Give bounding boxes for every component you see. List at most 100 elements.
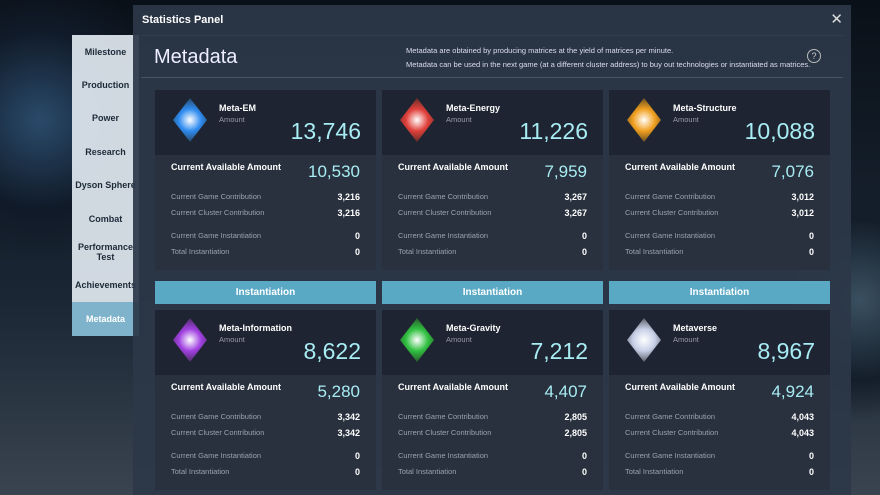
card-name: Metaverse	[673, 323, 718, 333]
instantiation-button[interactable]: Instantiation	[382, 281, 603, 304]
card-header: Metaverse Amount 8,967	[609, 310, 830, 375]
matrix-crystal-icon	[173, 98, 207, 142]
card-name: Meta-Information	[219, 323, 292, 333]
amount-value: 11,226	[519, 118, 588, 144]
label: Current Game Contribution	[625, 412, 716, 421]
available-row: Current Available Amount 7,959	[398, 162, 587, 182]
label: Current Game Instantiation	[398, 451, 489, 460]
value: 3,267	[564, 192, 587, 202]
metadata-card: Meta-Gravity Amount 7,212 Current Availa…	[382, 310, 603, 490]
metadata-header: Metadata Metadata are obtained by produc…	[141, 35, 843, 78]
label: Current Game Contribution	[171, 192, 262, 201]
sidebar-item-power[interactable]: Power	[91, 113, 119, 124]
label: Current Cluster Contribution	[398, 208, 492, 217]
label: Current Cluster Contribution	[625, 428, 719, 437]
sidebar-item-research[interactable]: Research	[85, 146, 126, 157]
amount-label: Amount	[219, 335, 245, 344]
label: Current Game Instantiation	[171, 231, 262, 240]
matrix-crystal-icon	[627, 318, 661, 362]
sidebar-item-combat[interactable]: Combat	[88, 213, 123, 224]
cluster-contribution-row: Current Cluster Contribution 2,805	[398, 428, 587, 438]
value: 3,342	[337, 428, 360, 438]
value: 7,959	[544, 162, 587, 181]
cluster-contribution-row: Current Cluster Contribution 3,267	[398, 208, 587, 218]
label: Current Cluster Contribution	[398, 428, 492, 437]
value: 5,280	[317, 382, 360, 401]
total-instantiation-row: Total Instantiation 0	[171, 467, 360, 477]
value: 4,043	[791, 412, 814, 422]
game-contribution-row: Current Game Contribution 3,342	[171, 412, 360, 422]
description: Metadata are obtained by producing matri…	[406, 44, 810, 72]
sidebar-item-metadata[interactable]: Metadata	[72, 302, 139, 336]
value: 4,924	[771, 382, 814, 401]
card-name: Meta-Gravity	[446, 323, 501, 333]
value: 4,407	[544, 382, 587, 401]
amount-value: 10,088	[744, 118, 815, 144]
available-row: Current Available Amount 4,924	[625, 382, 814, 402]
value: 4,043	[791, 428, 814, 438]
close-icon[interactable]: ✕	[830, 11, 843, 28]
metadata-card: Meta-EM Amount 13,746 Current Available …	[155, 90, 376, 270]
total-instantiation-row: Total Instantiation 0	[625, 467, 814, 477]
game-instantiation-row: Current Game Instantiation 0	[398, 231, 587, 241]
card-header: Meta-Information Amount 8,622	[155, 310, 376, 375]
metadata-card: Meta-Energy Amount 11,226 Current Availa…	[382, 90, 603, 270]
label: Current Game Contribution	[398, 412, 489, 421]
sidebar-item-achievements[interactable]: Achievements	[74, 280, 137, 291]
card-header: Meta-Energy Amount 11,226	[382, 90, 603, 155]
metadata-card: Meta-Structure Amount 10,088 Current Ava…	[609, 90, 830, 270]
amount-value: 8,967	[757, 338, 815, 364]
label: Current Game Instantiation	[171, 451, 262, 460]
description-line: Metadata can be used in the next game (a…	[406, 60, 811, 69]
label: Current Game Contribution	[171, 412, 262, 421]
sidebar-item-production[interactable]: Production	[81, 80, 130, 91]
value: 3,342	[337, 412, 360, 422]
value: 2,805	[564, 412, 587, 422]
label: Current Game Instantiation	[398, 231, 489, 240]
label: Total Instantiation	[398, 247, 457, 256]
description-line: Metadata are obtained by producing matri…	[406, 46, 674, 55]
game-contribution-row: Current Game Contribution 4,043	[625, 412, 814, 422]
page-title: Metadata	[154, 46, 238, 68]
label: Current Game Contribution	[398, 192, 489, 201]
sidebar-item-dyson-sphere[interactable]: Dyson Sphere	[75, 180, 136, 191]
label: Total Instantiation	[625, 247, 684, 256]
cluster-contribution-row: Current Cluster Contribution 3,216	[171, 208, 360, 218]
label: Total Instantiation	[398, 467, 457, 476]
card-name: Meta-Energy	[446, 103, 501, 113]
label: Current Cluster Contribution	[625, 208, 719, 217]
value: 0	[581, 231, 587, 241]
instantiation-button[interactable]: Instantiation	[155, 281, 376, 304]
value: 3,012	[791, 192, 814, 202]
sidebar-item-milestone[interactable]: Milestone	[84, 46, 127, 57]
game-contribution-row: Current Game Contribution 3,267	[398, 192, 587, 202]
amount-label: Amount	[673, 335, 699, 344]
help-icon[interactable]: ?	[807, 49, 821, 63]
label: Current Cluster Contribution	[171, 208, 265, 217]
game-instantiation-row: Current Game Instantiation 0	[398, 451, 587, 461]
value: 3,216	[337, 192, 360, 202]
value: 0	[354, 247, 360, 257]
label: Current Cluster Contribution	[171, 428, 265, 437]
label: Total Instantiation	[625, 467, 684, 476]
amount-label: Amount	[446, 335, 472, 344]
label: Current Available Amount	[625, 382, 736, 392]
game-instantiation-row: Current Game Instantiation 0	[625, 231, 814, 241]
matrix-crystal-icon	[400, 98, 434, 142]
instantiation-button[interactable]: Instantiation	[609, 281, 830, 304]
matrix-crystal-icon	[400, 318, 434, 362]
game-contribution-row: Current Game Contribution 2,805	[398, 412, 587, 422]
value: 0	[808, 231, 814, 241]
total-instantiation-row: Total Instantiation 0	[398, 247, 587, 257]
label: Current Available Amount	[398, 162, 509, 172]
available-row: Current Available Amount 7,076	[625, 162, 814, 182]
amount-value: 8,622	[303, 338, 361, 364]
sidebar-item-performance-test[interactable]: Performance Test	[77, 242, 134, 263]
sidebar: Milestone Production Power Research Dyson Sp…	[72, 35, 139, 336]
card-name: Meta-Structure	[673, 103, 737, 113]
value: 7,076	[771, 162, 814, 181]
cluster-contribution-row: Current Cluster Contribution 4,043	[625, 428, 814, 438]
game-contribution-row: Current Game Contribution 3,012	[625, 192, 814, 202]
amount-label: Amount	[446, 115, 472, 124]
game-contribution-row: Current Game Contribution 3,216	[171, 192, 360, 202]
